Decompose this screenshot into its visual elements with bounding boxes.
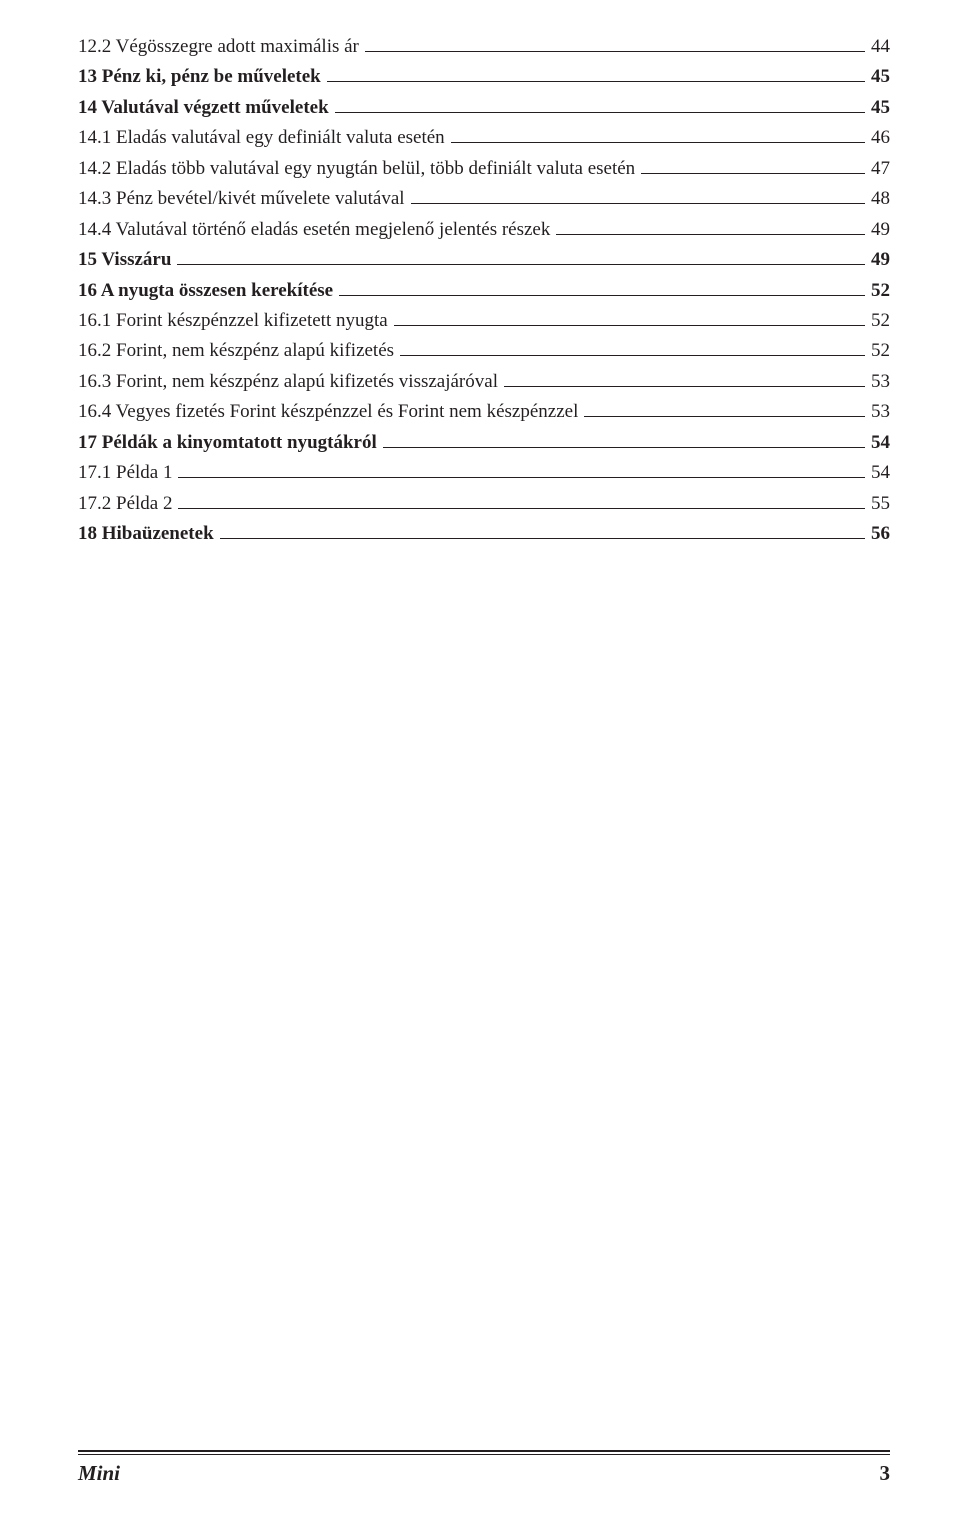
- toc-entry-page: 52: [871, 306, 890, 335]
- toc-entry: 13 Pénz ki, pénz be műveletek 45: [78, 62, 890, 91]
- toc-entry-page: 52: [871, 276, 890, 305]
- toc-entry-page: 54: [871, 428, 890, 457]
- footer-page-number: 3: [880, 1461, 891, 1486]
- toc-leader-line: [504, 386, 865, 387]
- toc-entry-page: 46: [871, 123, 890, 152]
- page: 12.2 Végösszegre adott maximális ár4413 …: [0, 0, 960, 1516]
- toc-entry-page: 56: [871, 519, 890, 548]
- toc-leader-line: [383, 447, 865, 448]
- toc-leader-line: [400, 355, 865, 356]
- page-footer: Mini 3: [78, 1450, 890, 1486]
- toc-entry-label: 15 Visszáru: [78, 245, 171, 274]
- toc-entry: 14.3 Pénz bevétel/kivét művelete valutáv…: [78, 184, 890, 213]
- toc-entry-label: 16 A nyugta összesen kerekítése: [78, 276, 333, 305]
- toc-entry-page: 54: [871, 458, 890, 487]
- toc-entry-label: 17.2 Példa 2: [78, 489, 172, 518]
- toc-leader-line: [178, 477, 865, 478]
- toc-leader-line: [339, 295, 865, 296]
- toc-entry-label: 14.2 Eladás több valutával egy nyugtán b…: [78, 154, 635, 183]
- toc-entry: 17.2 Példa 2 55: [78, 489, 890, 518]
- toc-entry-page: 53: [871, 397, 890, 426]
- toc-leader-line: [365, 51, 865, 52]
- toc-entry-page: 49: [871, 245, 890, 274]
- toc-entry-label: 16.3 Forint, nem készpénz alapú kifizeté…: [78, 367, 498, 396]
- toc-entry-label: 14.4 Valutával történő eladás esetén meg…: [78, 215, 550, 244]
- toc-entry-label: 17.1 Példa 1: [78, 458, 172, 487]
- toc-entry: 15 Visszáru 49: [78, 245, 890, 274]
- toc-entry-label: 14.1 Eladás valutával egy definiált valu…: [78, 123, 445, 152]
- toc-entry: 17 Példák a kinyomtatott nyugtákról 54: [78, 428, 890, 457]
- toc-entry-label: 13 Pénz ki, pénz be műveletek: [78, 62, 321, 91]
- footer-rule-thick: [78, 1450, 890, 1452]
- footer-title: Mini: [78, 1461, 120, 1486]
- toc-entry: 14 Valutával végzett műveletek 45: [78, 93, 890, 122]
- toc-entry-label: 16.2 Forint, nem készpénz alapú kifizeté…: [78, 336, 394, 365]
- toc-entry-page: 55: [871, 489, 890, 518]
- toc-entry-page: 45: [871, 93, 890, 122]
- toc-entry-page: 45: [871, 62, 890, 91]
- toc-entry-label: 16.4 Vegyes fizetés Forint készpénzzel é…: [78, 397, 578, 426]
- toc-entry-page: 44: [871, 32, 890, 61]
- toc-entry-label: 14 Valutával végzett műveletek: [78, 93, 329, 122]
- toc-entry: 14.2 Eladás több valutával egy nyugtán b…: [78, 154, 890, 183]
- toc-entry-page: 49: [871, 215, 890, 244]
- toc-entry-label: 14.3 Pénz bevétel/kivét művelete valutáv…: [78, 184, 405, 213]
- toc-entry-label: 18 Hibaüzenetek: [78, 519, 214, 548]
- toc-leader-line: [177, 264, 865, 265]
- footer-rule-thin: [78, 1454, 890, 1455]
- toc-entry: 14.1 Eladás valutával egy definiált valu…: [78, 123, 890, 152]
- toc-entry: 16.3 Forint, nem készpénz alapú kifizeté…: [78, 367, 890, 396]
- toc-leader-line: [556, 234, 865, 235]
- toc-leader-line: [411, 203, 865, 204]
- toc-entry: 16.2 Forint, nem készpénz alapú kifizeté…: [78, 336, 890, 365]
- toc-leader-line: [584, 416, 865, 417]
- toc-entry-label: 12.2 Végösszegre adott maximális ár: [78, 32, 359, 61]
- toc-leader-line: [178, 508, 865, 509]
- toc-entry-page: 47: [871, 154, 890, 183]
- toc-entry: 17.1 Példa 1 54: [78, 458, 890, 487]
- toc-leader-line: [641, 173, 865, 174]
- toc-leader-line: [394, 325, 865, 326]
- toc-leader-line: [327, 81, 865, 82]
- toc-entry: 18 Hibaüzenetek 56: [78, 519, 890, 548]
- toc-entry-page: 52: [871, 336, 890, 365]
- table-of-contents: 12.2 Végösszegre adott maximális ár4413 …: [78, 32, 890, 548]
- toc-entry-page: 53: [871, 367, 890, 396]
- toc-entry: 16 A nyugta összesen kerekítése 52: [78, 276, 890, 305]
- toc-entry: 16.4 Vegyes fizetés Forint készpénzzel é…: [78, 397, 890, 426]
- footer-line: Mini 3: [78, 1461, 890, 1486]
- toc-entry-label: 17 Példák a kinyomtatott nyugtákról: [78, 428, 377, 457]
- toc-entry: 12.2 Végösszegre adott maximális ár 44: [78, 32, 890, 61]
- toc-entry-label: 16.1 Forint készpénzzel kifizetett nyugt…: [78, 306, 388, 335]
- toc-entry: 16.1 Forint készpénzzel kifizetett nyugt…: [78, 306, 890, 335]
- toc-entry: 14.4 Valutával történő eladás esetén meg…: [78, 215, 890, 244]
- toc-entry-page: 48: [871, 184, 890, 213]
- toc-leader-line: [451, 142, 865, 143]
- toc-leader-line: [335, 112, 865, 113]
- toc-leader-line: [220, 538, 865, 539]
